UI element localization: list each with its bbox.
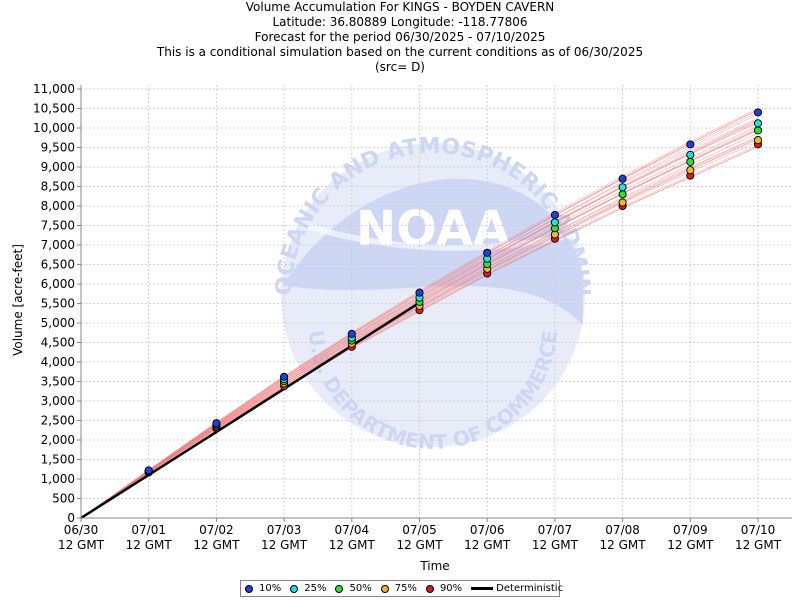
y-tick-label: 10,500 <box>33 102 75 116</box>
x-tick-sublabel: 12 GMT <box>464 538 511 552</box>
point-p10 <box>618 174 627 183</box>
chart-subtitle-source: (src= D) <box>375 60 425 74</box>
y-axis-label: Volume [acre-feet] <box>11 244 25 356</box>
y-tick-label: 2,500 <box>41 414 75 428</box>
x-tick-label: 07/07 <box>538 523 573 537</box>
x-tick-label: 07/03 <box>267 523 302 537</box>
x-tick-sublabel: 12 GMT <box>735 538 782 552</box>
y-tick-label: 3,500 <box>41 375 75 389</box>
point-p10 <box>347 329 356 338</box>
legend-label-75: 75% <box>394 583 417 594</box>
deterministic-line <box>80 301 421 520</box>
y-tick-label: 500 <box>52 492 75 506</box>
x-tick-sublabel: 12 GMT <box>532 538 579 552</box>
y-tick-label: 4,000 <box>41 355 75 369</box>
x-tick-sublabel: 12 GMT <box>58 538 105 552</box>
y-tick-label: 6,500 <box>41 258 75 272</box>
legend-marker-25 <box>290 584 299 593</box>
legend-label-10: 10% <box>259 583 282 594</box>
x-tick-label: 07/08 <box>605 523 640 537</box>
y-tick-label: 3,000 <box>41 394 75 408</box>
legend-marker-10 <box>245 584 253 593</box>
x-tick-sublabel: 12 GMT <box>600 538 647 552</box>
point-p50 <box>753 126 763 135</box>
legend-item-25: 25% <box>290 583 326 594</box>
y-tick-label: 7,000 <box>41 238 75 252</box>
legend-item-90: 90% <box>425 583 463 594</box>
y-tick-label: 9,000 <box>41 160 75 174</box>
point-p50 <box>686 157 695 166</box>
legend-label-90: 90% <box>439 583 463 594</box>
point-p10 <box>753 108 763 117</box>
point-p75 <box>753 136 763 145</box>
chart-subtitle-location: Latitude: 36.80889 Longitude: -118.77806 <box>272 15 528 29</box>
chart-axes: 0 500 1,000 1,500 2,000 2,500 3,000 3,500 4,000 4… <box>11 82 792 573</box>
x-tick-sublabel: 12 GMT <box>126 538 173 552</box>
legend-item-50: 50% <box>335 583 372 594</box>
chart-title: Volume Accumulation For KINGS - BOYDEN C… <box>245 0 555 14</box>
legend-label-deterministic: Deterministic <box>496 583 564 594</box>
y-tick-label: 6,000 <box>41 277 75 291</box>
point-p10 <box>415 288 424 297</box>
x-tick-sublabel: 12 GMT <box>329 538 376 552</box>
point-p25 <box>753 119 763 128</box>
point-p75 <box>686 166 695 175</box>
point-p10 <box>686 140 695 149</box>
x-tick-label: 07/04 <box>335 523 370 537</box>
chart-title-block: Volume Accumulation For KINGS - BOYDEN C… <box>0 0 800 75</box>
legend-label-50: 50% <box>349 583 372 594</box>
point-p10 <box>550 210 559 220</box>
y-tick-label: 5,500 <box>41 297 75 311</box>
legend-item-75: 75% <box>380 583 417 594</box>
x-tick-sublabel: 12 GMT <box>261 538 308 552</box>
legend-item-10: 10% <box>245 583 281 594</box>
point-p10 <box>212 419 221 428</box>
y-tick-label: 7,500 <box>41 219 75 233</box>
point-p10 <box>483 248 492 257</box>
y-tick-label: 9,500 <box>41 141 75 155</box>
point-p75 <box>618 198 627 207</box>
chart-subtitle-period: Forecast for the period 06/30/2025 - 07/… <box>254 30 546 44</box>
x-tick-label: 06/30 <box>64 523 99 537</box>
chart-subtitle-condition: This is a conditional simulation based o… <box>156 45 644 59</box>
y-tick-label: 2,000 <box>41 433 75 447</box>
point-p50 <box>618 190 627 199</box>
y-tick-label: 5,000 <box>41 316 75 330</box>
point-p10 <box>144 466 153 475</box>
x-tick-label: 07/05 <box>402 523 437 537</box>
legend-item-deterministic: Deterministic <box>471 583 563 594</box>
point-p10 <box>280 372 289 381</box>
x-tick-label: 07/06 <box>470 523 505 537</box>
x-tick-label: 07/02 <box>199 523 234 537</box>
percentile-points <box>144 108 763 477</box>
x-tick-sublabel: 12 GMT <box>667 538 714 552</box>
legend-marker-deterministic <box>471 587 494 590</box>
y-tick-label: 4,500 <box>41 336 75 350</box>
y-tick-label: 8,500 <box>41 180 75 194</box>
y-tick-label: 1,500 <box>41 453 75 467</box>
legend-label-25: 25% <box>304 583 327 594</box>
legend-marker-75 <box>380 584 389 593</box>
chart-legend: 10% 25% 50% 75% 90% Deterministic <box>240 580 563 597</box>
point-p25 <box>550 218 559 227</box>
x-axis-label: Time <box>419 559 449 573</box>
y-tick-label: 11,000 <box>33 82 75 96</box>
watermark-wave <box>283 178 583 325</box>
legend-marker-90 <box>425 584 434 593</box>
y-tick-label: 1,000 <box>41 472 75 486</box>
watermark-logo-text: NOAA <box>356 201 510 257</box>
x-tick-label: 07/09 <box>673 523 708 537</box>
point-p25 <box>686 150 695 159</box>
point-p25 <box>618 183 627 192</box>
y-tick-label: 8,000 <box>41 199 75 213</box>
x-tick-label: 07/10 <box>741 523 776 537</box>
y-tick-label: 0 <box>67 511 75 525</box>
legend-marker-50 <box>335 584 344 593</box>
x-tick-sublabel: 12 GMT <box>396 538 443 552</box>
y-tick-label: 10,000 <box>33 121 75 135</box>
x-tick-label: 07/01 <box>131 523 166 537</box>
x-tick-sublabel: 12 GMT <box>193 538 240 552</box>
deterministic-series <box>80 301 421 520</box>
